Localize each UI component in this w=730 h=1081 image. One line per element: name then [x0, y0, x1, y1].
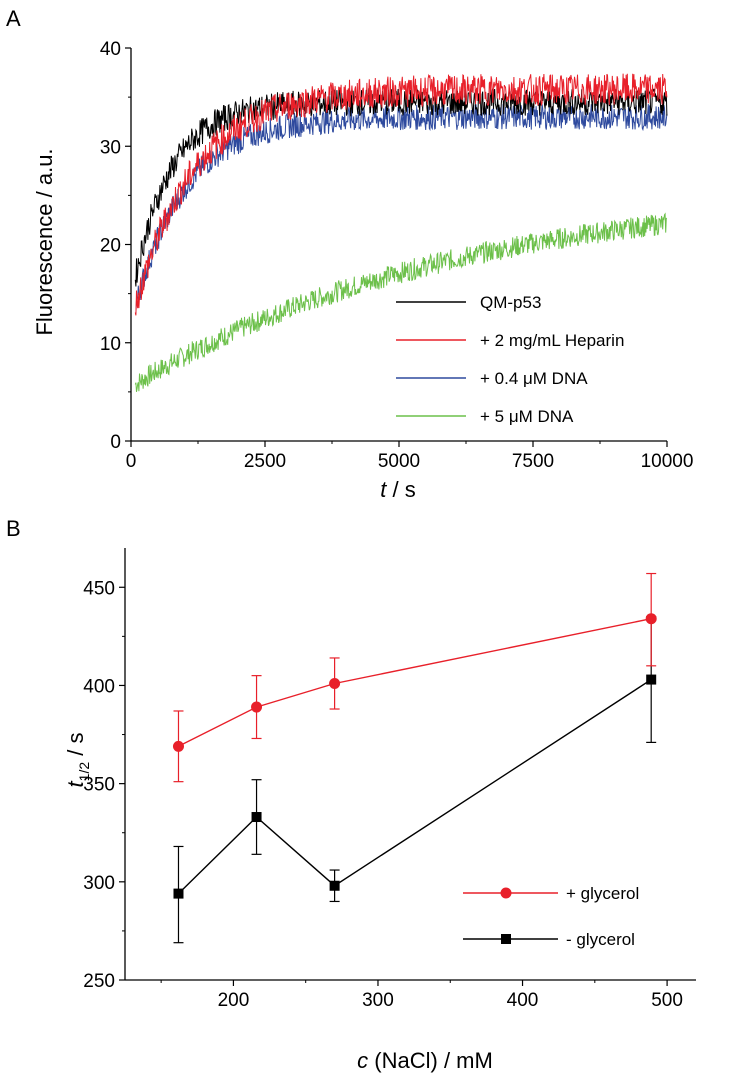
panel-a-y-axis-label: Fluorescence / a.u. [32, 148, 57, 335]
legend-label-1: - glycerol [566, 930, 635, 949]
data-point [173, 888, 184, 899]
panel-a: A 0 10 20 30 40 0 2500 5000 7500 10000 Fluorescen… [6, 6, 693, 502]
series-line-2 [135, 103, 668, 315]
y-tick-label: 350 [83, 775, 115, 796]
x-tick-label: 0 [126, 451, 137, 472]
series-line-0 [178, 618, 652, 747]
y-tick-label: 30 [100, 137, 121, 158]
x-tick-label: 7500 [512, 451, 554, 472]
x-tick-label: 500 [651, 990, 683, 1011]
panel-b-y-axis-label: t1/2 / s [63, 733, 92, 788]
x-tick-label: 5000 [378, 451, 420, 472]
x-tick-label: 200 [218, 990, 250, 1011]
panel-a-axes: 0 10 20 30 40 0 2500 5000 7500 10000 [100, 39, 694, 472]
panel-b-legend: + glycerol - glycerol [463, 884, 639, 949]
panel-label-a: A [6, 6, 21, 31]
legend-label-3: + 5 μM DNA [480, 407, 574, 426]
data-point [251, 701, 263, 713]
series-line-0 [134, 87, 668, 287]
y-tick-label: 10 [100, 334, 121, 355]
x-tick-label: 10000 [641, 451, 694, 472]
y-tick-label: 400 [83, 676, 115, 697]
legend-label-0: + glycerol [566, 884, 639, 903]
y-tick-label: 250 [83, 971, 115, 992]
panel-b-x-axis-label: c (NaCl) / mM [357, 1048, 493, 1073]
panel-b-series [172, 572, 657, 944]
y-tick-label: 300 [83, 873, 115, 894]
x-tick-label: 2500 [244, 451, 286, 472]
y-tick-label: 20 [100, 236, 121, 257]
panel-b: B 250 300 350 400 450 200 300 400 500 t1/2 / s c… [6, 516, 696, 1073]
panel-label-b: B [6, 516, 21, 541]
series-line-3 [134, 212, 667, 392]
legend-label-1: + 2 mg/mL Heparin [480, 331, 624, 350]
data-point [329, 677, 341, 689]
data-point [646, 674, 657, 685]
panel-a-series [134, 73, 668, 392]
x-tick-label: 400 [507, 990, 539, 1011]
data-point [645, 613, 657, 625]
legend-label-2: + 0.4 μM DNA [480, 369, 588, 388]
panel-a-x-axis-label: t / s [380, 477, 415, 502]
series-line-1 [178, 679, 652, 895]
data-point [329, 880, 340, 891]
series-line-1 [134, 73, 668, 316]
y-tick-label: 40 [100, 39, 121, 60]
x-tick-label: 300 [362, 990, 394, 1011]
data-point [251, 812, 262, 823]
y-tick-label: 0 [110, 432, 121, 453]
y-tick-label: 450 [83, 578, 115, 599]
legend-label-0: QM-p53 [480, 293, 541, 312]
panel-a-legend: QM-p53 + 2 mg/mL Heparin + 0.4 μM DNA + 5 μ… [396, 293, 624, 426]
legend-marker-0 [500, 887, 512, 899]
data-point [172, 740, 184, 752]
legend-marker-1 [501, 934, 511, 944]
panel-b-axes: 250 300 350 400 450 200 300 400 500 [83, 548, 696, 1011]
